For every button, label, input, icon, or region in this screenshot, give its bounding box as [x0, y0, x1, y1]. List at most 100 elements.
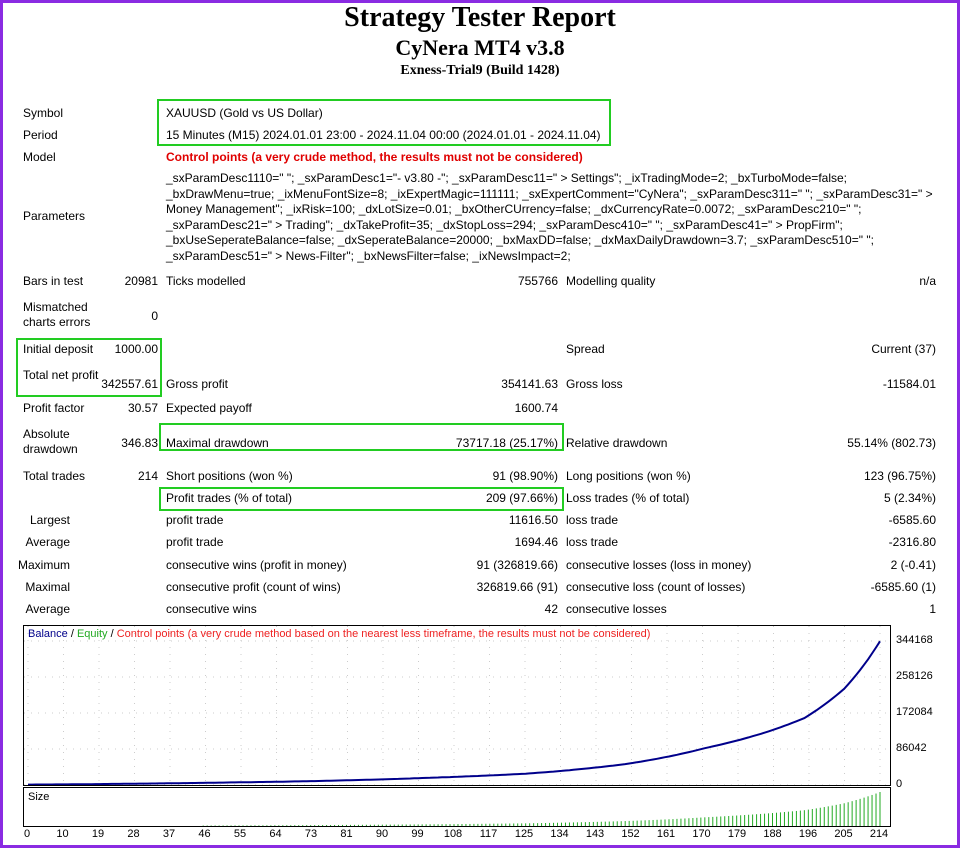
- stat-value: 346.83: [121, 436, 158, 450]
- x-tick-label: 179: [727, 828, 747, 840]
- y-tick-label: 0: [896, 778, 903, 790]
- stat-label: Modelling quality: [566, 274, 656, 288]
- stat-label: Loss trades (% of total): [566, 491, 690, 505]
- stat-label: Initial deposit: [23, 342, 94, 356]
- x-tick-label: 37: [162, 828, 176, 840]
- period-label: Period: [23, 128, 58, 142]
- stat-label: Maximal drawdown: [166, 436, 269, 450]
- stat-label: profit trade: [166, 535, 224, 549]
- x-tick-label: 125: [514, 828, 534, 840]
- stat-value: 209 (97.66%): [485, 491, 558, 505]
- stat-value: 342557.61: [101, 377, 158, 391]
- stat-value: 30.57: [127, 401, 158, 415]
- stats-row: Initial deposit 1000.00 Spread Current (37): [0, 339, 960, 359]
- stats-row: Total trades 214 Short positions (won %) 91…: [0, 466, 960, 486]
- stat-label: Gross profit: [166, 377, 229, 391]
- legend-sep: /: [107, 628, 117, 640]
- x-tick-label: 161: [656, 828, 676, 840]
- stat-label: Total trades: [23, 469, 86, 483]
- stats-row: Average profit trade 1694.46 loss trade -231…: [0, 532, 960, 552]
- stat-value: 2 (-0.41): [890, 558, 936, 572]
- x-tick-label: 28: [127, 828, 140, 840]
- stat-value: 91 (326819.66): [476, 558, 558, 572]
- stat-label: consecutive wins (profit in money): [166, 558, 347, 572]
- stats-row: Profit factor 30.57 Expected payoff 1600.74: [0, 398, 960, 418]
- x-tick-label: 0: [23, 828, 31, 840]
- stat-value: -2316.80: [888, 535, 936, 549]
- report-build: Exness-Trial9 (Build 1428): [400, 63, 560, 78]
- x-tick-label: 46: [198, 828, 211, 840]
- x-tick-label: 64: [269, 828, 282, 840]
- stat-label: Average: [25, 535, 70, 549]
- symbol-label: Symbol: [23, 106, 64, 120]
- x-tick-label: 117: [479, 828, 498, 840]
- stat-label: Profit factor: [23, 401, 85, 415]
- stats-row: Largest profit trade 11616.50 loss trade -65…: [0, 510, 960, 530]
- x-tick-label: 99: [411, 828, 424, 840]
- x-tick-label: 134: [550, 828, 569, 840]
- stat-value: -6585.60: [888, 513, 936, 527]
- model-label: Model: [23, 150, 56, 164]
- x-tick-label: 170: [692, 828, 711, 840]
- stats-row: Bars in test 20981 Ticks modelled 755766 Mod…: [0, 271, 960, 291]
- x-tick-label: 143: [585, 828, 605, 840]
- x-tick-label: 214: [869, 828, 889, 840]
- stats-row: Absolute drawdown 346.83 Maximal drawdown 7…: [0, 427, 960, 459]
- period-value: 15 Minutes (M15) 2024.01.01 23:00 - 2024…: [166, 128, 601, 142]
- stats-row: Average consecutive wins 42 consecutive los…: [0, 599, 960, 619]
- stat-label: Maximum: [17, 558, 70, 572]
- stat-label: Average: [25, 602, 70, 616]
- balance-chart: Balance / Equity / Control points (a ver…: [23, 625, 891, 786]
- stat-value: -6585.60 (1): [870, 580, 936, 594]
- stat-label: Profit trades (% of total): [166, 491, 293, 505]
- stats-row: Mismatched charts errors 0: [0, 300, 960, 332]
- symbol-value: XAUUSD (Gold vs US Dollar): [166, 106, 323, 120]
- stat-value: 1: [929, 602, 936, 616]
- stat-label: consecutive loss (count of losses): [566, 580, 746, 594]
- period-row: Period 15 Minutes (M15) 2024.01.01 23:00…: [0, 125, 960, 145]
- size-label: Size: [28, 791, 50, 803]
- stat-value: 5 (2.34%): [883, 491, 936, 505]
- x-tick-label: 108: [443, 828, 463, 840]
- legend-sep: /: [67, 628, 77, 640]
- stat-label: loss trade: [566, 513, 619, 527]
- chart-legend: Balance / Equity / Control points (a ver…: [28, 628, 650, 640]
- model-row: Model Control points (a very crude metho…: [0, 147, 960, 167]
- stat-value: n/a: [919, 274, 936, 288]
- stat-value: 755766: [517, 274, 558, 288]
- balance-chart-plot: [24, 626, 890, 785]
- stat-label: profit trade: [166, 513, 224, 527]
- x-tick-label: 55: [233, 828, 247, 840]
- x-tick-label: 81: [340, 828, 353, 840]
- x-tick-label: 73: [304, 828, 318, 840]
- stat-label: consecutive losses (loss in money): [566, 558, 752, 572]
- x-tick-label: 152: [621, 828, 640, 840]
- y-tick-label: 86042: [896, 742, 927, 754]
- stat-value: 1694.46: [514, 535, 558, 549]
- stat-label: Absolute drawdown: [23, 427, 78, 456]
- stat-value: 1000.00: [114, 342, 158, 356]
- balance-line: [28, 640, 881, 785]
- x-tick-label: 196: [798, 828, 818, 840]
- legend-balance: Balance: [28, 628, 68, 640]
- y-tick-label: 258126: [896, 670, 933, 682]
- stat-label: Largest: [29, 513, 70, 527]
- stat-value: 42: [544, 602, 558, 616]
- stat-label: Expected payoff: [166, 401, 252, 415]
- stat-value: 73717.18 (25.17%): [455, 436, 558, 450]
- stat-label: Total net profit: [23, 368, 99, 382]
- stat-label: Relative drawdown: [566, 436, 668, 450]
- size-chart: Size: [23, 787, 891, 827]
- stat-label: Maximal: [25, 580, 70, 594]
- stat-value: 214: [137, 469, 158, 483]
- stat-label: Mismatched charts errors: [23, 300, 91, 329]
- stat-value: 11616.50: [508, 513, 558, 527]
- stat-label: Ticks modelled: [166, 274, 246, 288]
- stat-value: Current (37): [871, 342, 936, 356]
- stat-value: 123 (96.75%): [863, 469, 936, 483]
- stat-label: consecutive losses: [566, 602, 667, 616]
- legend-note: Control points (a very crude method base…: [116, 628, 651, 640]
- stat-label: Long positions (won %): [566, 469, 691, 483]
- stats-row: Maximal consecutive profit (count of wins…: [0, 577, 960, 597]
- stat-label: Gross loss: [566, 377, 623, 391]
